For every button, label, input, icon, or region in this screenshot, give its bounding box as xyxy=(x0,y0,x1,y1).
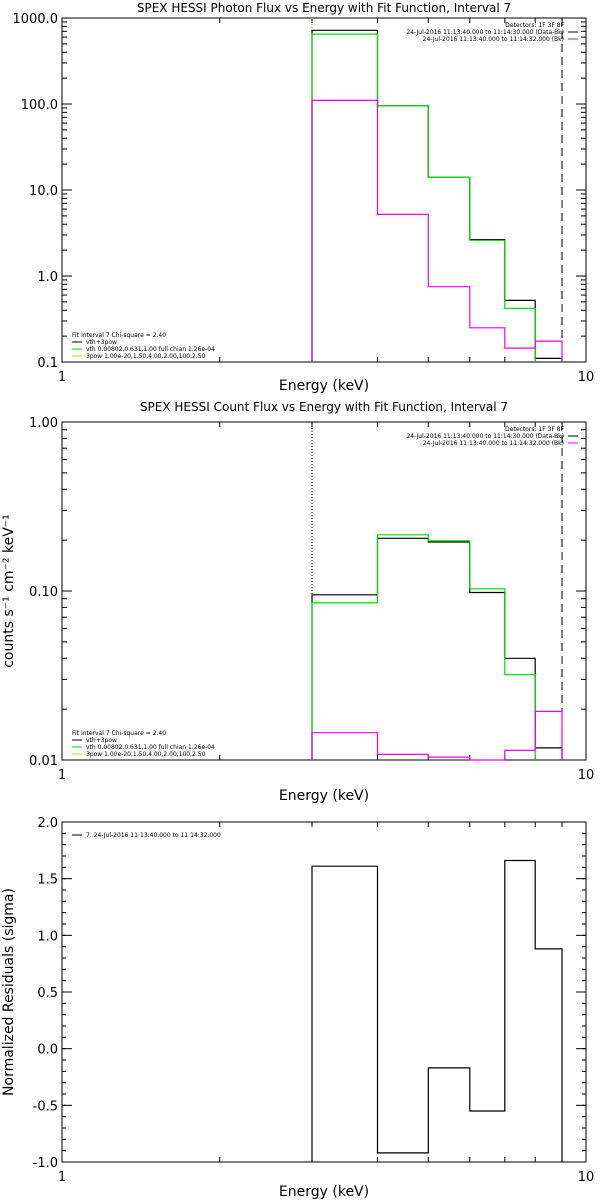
y-tick-label: 1000.0 xyxy=(13,12,59,27)
chart-title: SPEX HESSI Count Flux vs Energy with Fit… xyxy=(140,400,508,414)
x-tick-label: 1 xyxy=(58,370,66,385)
legend-entry: 24-Jul-2016 11:13:40.000 to 11:14:30.000… xyxy=(406,29,564,36)
series-histogram-2 xyxy=(311,33,536,362)
chart-panel-2: SPEX HESSI Count Flux vs Energy with Fit… xyxy=(1,400,594,804)
x-tick-label: 10 xyxy=(578,370,595,385)
y-tick-label: -1.0 xyxy=(33,1156,58,1171)
legend-entry: 24-Jul-2016 11:13:40.000 to 11:14:30.000… xyxy=(406,433,564,440)
series-histogram-3 xyxy=(311,710,563,761)
chart-title: SPEX HESSI Photon Flux vs Energy with Fi… xyxy=(137,1,511,15)
y-tick-label: 100.0 xyxy=(21,98,58,113)
legend-entry: Fit Interval 7 Chi-square = 2.40 xyxy=(72,730,166,737)
series-histogram-3 xyxy=(311,99,563,362)
y-tick-label: 1.00 xyxy=(29,416,58,431)
y-tick-label: 0.10 xyxy=(29,585,58,600)
legend-entry: vth+3pow xyxy=(86,737,117,744)
y-tick-label: 0.5 xyxy=(37,986,58,1001)
y-tick-label: 1.0 xyxy=(37,270,58,285)
x-tick-label: 10 xyxy=(578,1170,595,1185)
x-tick-label: 10 xyxy=(578,768,595,783)
y-axis-label: counts s⁻¹ cm⁻² keV⁻¹ xyxy=(1,514,17,668)
y-axis-label: Normalized Residuals (sigma) xyxy=(1,888,17,1096)
series-histogram-2 xyxy=(311,534,536,760)
y-tick-label: 0.01 xyxy=(29,754,58,769)
legend-bottom-left: Fit Interval 7 Chi-square = 2.40vth+3pow… xyxy=(72,332,215,360)
y-tick-label: 0.1 xyxy=(37,356,58,371)
series-histogram-1 xyxy=(311,859,563,1162)
x-axis-label: Energy (keV) xyxy=(279,378,369,394)
legend-entry: 24-Jul-2016 11:13:40.000 to 11:14:32.000… xyxy=(423,36,564,43)
x-axis-label: Energy (keV) xyxy=(279,1184,369,1200)
x-tick-label: 1 xyxy=(58,768,66,783)
legend-entry: 3pow 1.00e-20,1.50,4.00,2.00,100,2.50 xyxy=(86,751,206,758)
chart-panel-1: SPEX HESSI Photon Flux vs Energy with Fi… xyxy=(13,1,595,394)
legend-entry: Fit Interval 7 Chi-square = 2.40 xyxy=(72,332,166,339)
legend-entry: 24-Jul-2016 11:13:40.000 to 11:14:32.000… xyxy=(423,440,564,447)
legend-entry: vth 0.00802,0.631,1.00 full chian 1.26e-… xyxy=(86,744,215,751)
legend-entry: Detectors: 1F 3F 8F xyxy=(505,426,564,433)
y-tick-label: 1.5 xyxy=(37,873,58,888)
legend-entry: 7. 24-Jul-2016 11:13:40.000 to 11:14:32.… xyxy=(86,832,221,839)
legend-bottom-left: Fit Interval 7 Chi-square = 2.40vth+3pow… xyxy=(72,730,215,758)
y-tick-label: 2.0 xyxy=(37,816,58,831)
chart-panel-3: 1 10 -1.0 -0.5 0.0 0.5 1.0 1.5 2.0 Energy (keV) No… xyxy=(1,816,594,1200)
y-tick-label: 0.0 xyxy=(37,1043,58,1058)
legend-entry: vth+3pow xyxy=(86,339,117,346)
y-tick-label: 1.0 xyxy=(37,929,58,944)
y-tick-label: 10.0 xyxy=(29,184,58,199)
x-tick-label: 1 xyxy=(58,1170,66,1185)
y-tick-label: -0.5 xyxy=(33,1099,58,1114)
legend-top-left: 7. 24-Jul-2016 11:13:40.000 to 11:14:32.… xyxy=(72,832,221,839)
legend-entry: Detectors: 1F 3F 8F xyxy=(505,22,564,29)
x-axis-label: Energy (keV) xyxy=(279,788,369,804)
legend-entry: vth 0.00802,0.631,1.00 full chian 1.26e-… xyxy=(86,346,215,353)
legend-entry: 3pow 1.00e-20,1.50,4.00,2.00,100,2.50 xyxy=(86,353,206,360)
